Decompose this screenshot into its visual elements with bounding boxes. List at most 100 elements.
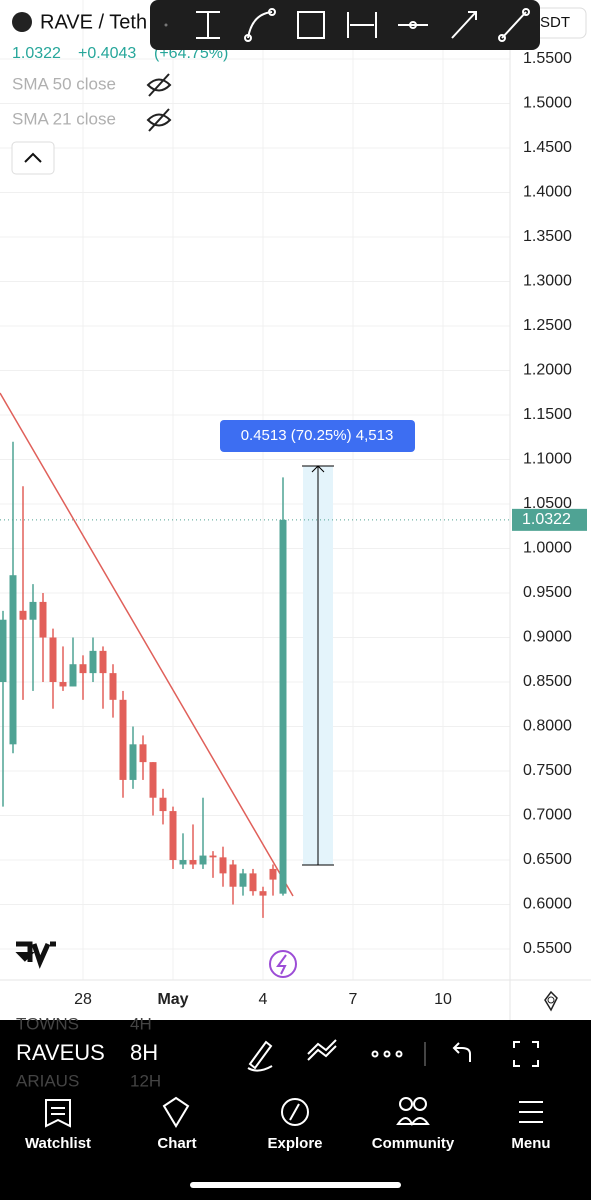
indicator[interactable]: SMA 50 close — [12, 74, 116, 93]
candle-body — [69, 664, 77, 687]
price-tag — [512, 508, 587, 531]
tab-icon — [519, 1101, 543, 1123]
candle-body — [39, 601, 47, 638]
tab-label[interactable]: Watchlist — [25, 1135, 91, 1152]
symbol-logo — [12, 12, 32, 32]
candle-body — [209, 855, 217, 858]
interval[interactable]: 8H — [130, 1040, 158, 1065]
tab-label[interactable]: Chart — [157, 1135, 196, 1152]
candle-body — [159, 797, 167, 812]
chevron — [24, 152, 42, 163]
tv-logo-mark — [16, 941, 56, 969]
measure-label: 0.4513 (70.25%) 4,513 — [241, 427, 394, 444]
candle-body — [59, 682, 67, 687]
indicator[interactable]: SMA 21 close — [12, 109, 116, 128]
candle-body — [129, 744, 137, 780]
next-interval: 12H — [130, 1071, 161, 1090]
y-axis: 0.5500 0.6000 0.6500 0.7000 0.7500 0.8000 0.85… — [512, 50, 587, 957]
trend-line[interactable] — [0, 392, 294, 897]
candle-body — [99, 650, 107, 674]
tab-icon — [281, 1098, 310, 1126]
y-tick-label: 0.9000 — [523, 629, 572, 646]
x-tick-label: 10 — [434, 991, 452, 1008]
candle-body — [229, 864, 237, 887]
tab-label[interactable]: Explore — [267, 1135, 322, 1152]
candle-body — [139, 744, 147, 763]
grip — [164, 23, 168, 27]
candle-body — [149, 762, 157, 798]
candle-body — [269, 868, 277, 880]
candle-body — [249, 873, 257, 892]
candle-body — [19, 610, 27, 620]
bolt — [276, 954, 287, 975]
x-tick-label: 4 — [259, 991, 268, 1008]
candle-body — [109, 673, 117, 700]
symbol-title[interactable]: RAVE / Teth — [40, 11, 147, 33]
candle-body — [259, 891, 267, 896]
settings-dot — [547, 996, 555, 1004]
x-tick-label: 28 — [74, 991, 92, 1008]
tab-bar: Watchlist Chart Explore Community Menu — [25, 1096, 551, 1152]
candle-body — [79, 664, 87, 674]
settings-icon[interactable] — [544, 990, 558, 1012]
measure-arrow — [311, 465, 325, 473]
x-tick-label: 7 — [349, 991, 358, 1008]
y-tick-label: 1.3000 — [523, 273, 572, 290]
change: +0.4043 — [78, 45, 136, 62]
y-tick-label: 0.6000 — [523, 896, 572, 913]
candle-body — [169, 811, 177, 861]
tab-label[interactable]: Community — [372, 1135, 455, 1152]
candle-body — [189, 860, 197, 865]
y-tick-label: 0.7500 — [523, 762, 572, 779]
tab-icon — [45, 1099, 71, 1128]
x-axis: 28 May 4 7 10 — [74, 991, 452, 1008]
y-tick-label: 1.4500 — [523, 139, 572, 156]
quote-partial: SDT — [540, 14, 570, 31]
toolbar-icons[interactable] — [247, 1039, 539, 1072]
y-tick-label: 0.7000 — [523, 807, 572, 824]
drawing-tools[interactable] — [196, 8, 530, 42]
grid — [0, 0, 510, 980]
tab-icon — [162, 1096, 190, 1128]
symbol[interactable]: RAVEUS — [16, 1040, 105, 1065]
x-tick-label: May — [157, 991, 188, 1008]
home-indicator — [190, 1182, 401, 1188]
candles — [0, 441, 510, 918]
collapse-button[interactable] — [11, 141, 55, 175]
prev-symbol: TOWNS — [16, 1014, 79, 1033]
candle-body — [9, 575, 17, 745]
last-price: 1.0322 — [12, 45, 61, 62]
candle-body — [199, 855, 207, 865]
y-tick-label: 1.2000 — [523, 362, 572, 379]
candle-body — [89, 650, 97, 674]
candle-body — [29, 601, 37, 620]
y-tick-label: 1.5000 — [523, 95, 572, 112]
price-tag-label: 1.0322 — [522, 511, 571, 528]
y-tick-label: 0.8500 — [523, 673, 572, 690]
eye-icons[interactable] — [146, 73, 172, 132]
candle-body — [49, 637, 57, 683]
y-tick-label: 1.2500 — [523, 317, 572, 334]
y-tick-label: 1.5500 — [523, 50, 572, 67]
y-tick-label: 1.0000 — [523, 540, 572, 557]
y-tick-label: 0.9500 — [523, 584, 572, 601]
y-tick-label: 1.1500 — [523, 406, 572, 423]
y-tick-label: 1.0500 — [523, 495, 572, 512]
prev-interval: 4H — [130, 1014, 152, 1033]
candle-body — [219, 857, 227, 874]
candle-body — [119, 699, 127, 780]
candle-body — [0, 619, 7, 683]
tab-label[interactable]: Menu — [511, 1135, 550, 1152]
events-icon[interactable] — [269, 950, 297, 978]
candle-body — [239, 873, 247, 887]
y-tick-label: 0.8000 — [523, 718, 572, 735]
y-tick-label: 0.5500 — [523, 940, 572, 957]
measure-tooltip — [220, 420, 415, 452]
y-tick-label: 1.1000 — [523, 451, 572, 468]
y-tick-label: 1.3500 — [523, 228, 572, 245]
candle-body — [179, 860, 187, 865]
y-tick-label: 1.4000 — [523, 184, 572, 201]
y-tick-label: 0.6500 — [523, 851, 572, 868]
